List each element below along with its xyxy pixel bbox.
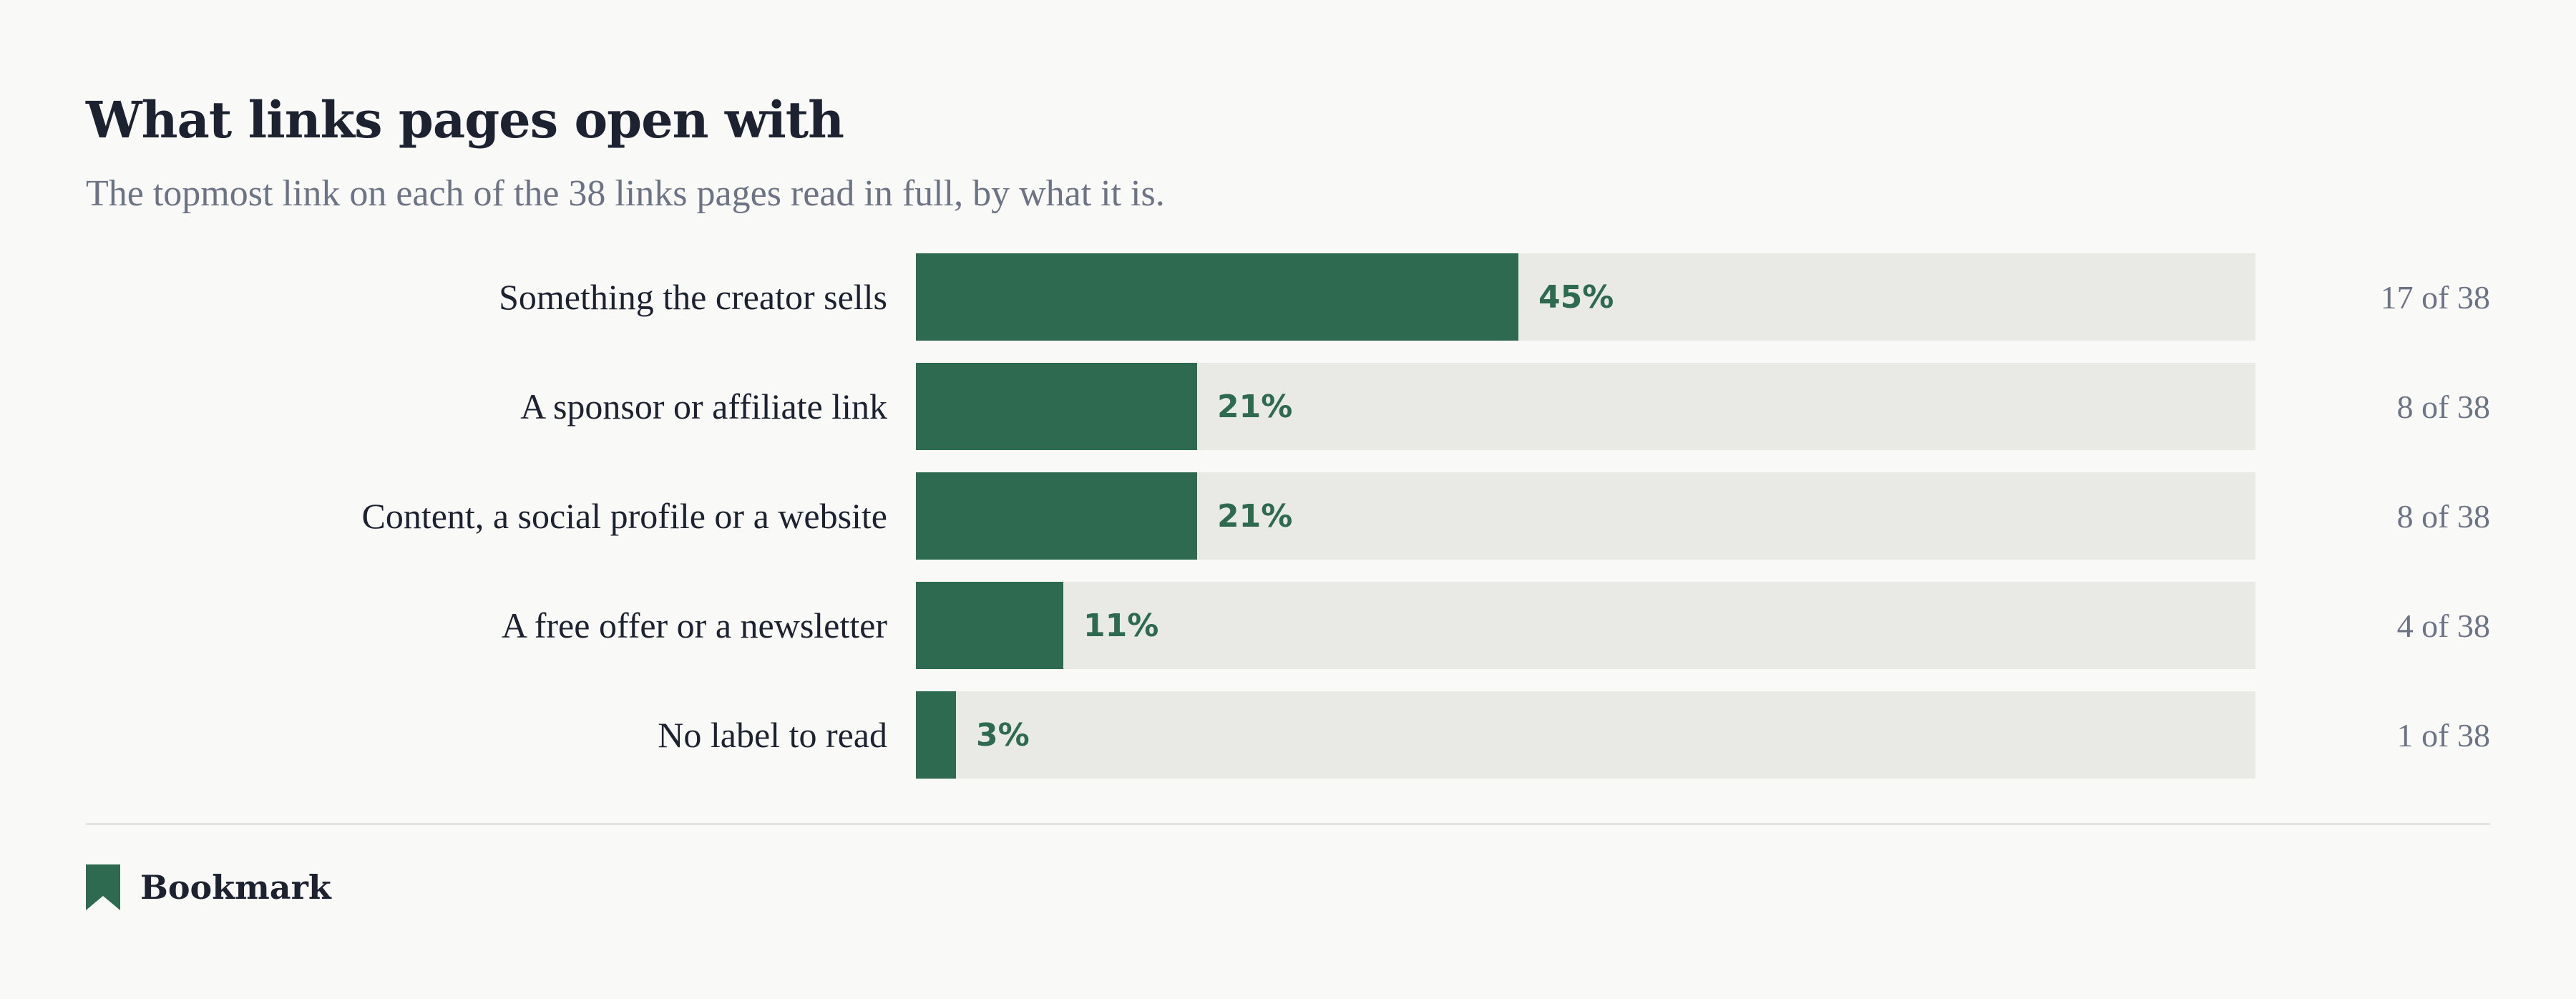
category-label: Content, a social profile or a website <box>361 496 888 536</box>
bar-row: A sponsor or affiliate link 21% 8 of 38 <box>0 363 2576 450</box>
bar-value-label: 45% <box>1538 278 1614 316</box>
chart-title: What links pages open with <box>86 90 844 150</box>
count-label: 17 of 38 <box>2380 278 2490 316</box>
bar-row: A free offer or a newsletter 11% 4 of 38 <box>0 582 2576 669</box>
bar <box>916 582 1063 669</box>
chart-subtitle: The topmost link on each of the 38 links… <box>86 173 1165 214</box>
bar-row: Something the creator sells 45% 17 of 38 <box>0 253 2576 341</box>
bar-value-label: 21% <box>1217 497 1293 535</box>
bar-track: 11% <box>916 582 2255 669</box>
bar-track: 21% <box>916 472 2255 560</box>
bar-track: 21% <box>916 363 2255 450</box>
bar <box>916 253 1518 341</box>
count-label: 8 of 38 <box>2396 388 2490 425</box>
bookmark-icon <box>86 864 120 910</box>
category-label: A free offer or a newsletter <box>501 605 887 645</box>
bar-value-label: 3% <box>976 716 1030 754</box>
bar-track: 3% <box>916 691 2255 779</box>
bar <box>916 691 956 779</box>
count-label: 1 of 38 <box>2396 716 2490 754</box>
count-label: 4 of 38 <box>2396 607 2490 644</box>
bar <box>916 472 1197 560</box>
category-label: No label to read <box>658 715 887 755</box>
category-label: A sponsor or affiliate link <box>520 386 887 427</box>
category-label: Something the creator sells <box>499 277 887 317</box>
bar-value-label: 21% <box>1217 388 1293 425</box>
footer-divider <box>86 823 2490 825</box>
bar-track: 45% <box>916 253 2255 341</box>
bar-value-label: 11% <box>1083 607 1159 644</box>
brand-name: Bookmark <box>140 868 331 907</box>
bar-row: Content, a social profile or a website 21… <box>0 472 2576 560</box>
bar-row: No label to read 3% 1 of 38 <box>0 691 2576 779</box>
bar <box>916 363 1197 450</box>
brand: Bookmark <box>86 864 331 910</box>
count-label: 8 of 38 <box>2396 497 2490 535</box>
